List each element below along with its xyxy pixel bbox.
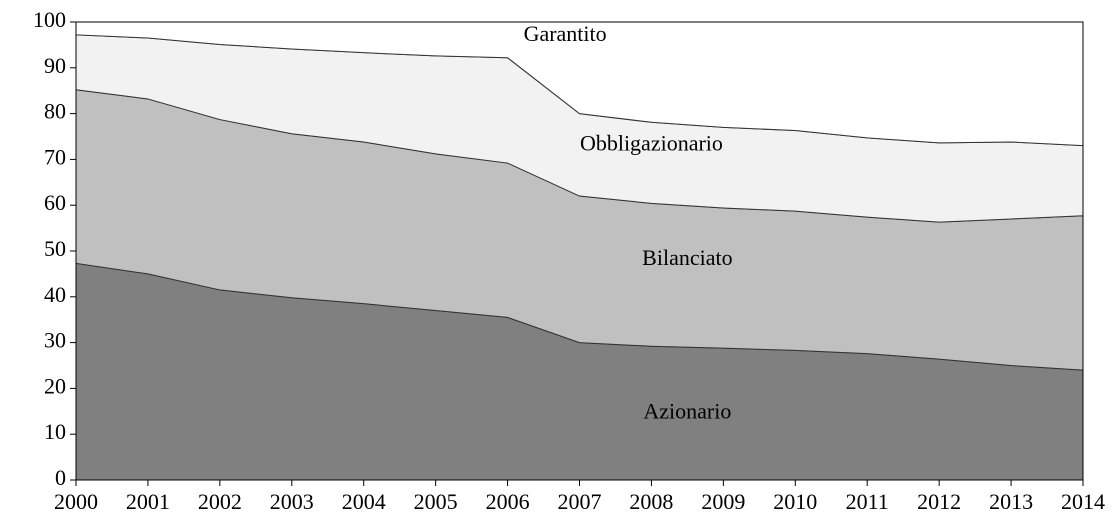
y-tick-label: 0 [55,465,66,490]
x-tick-label: 2009 [701,489,745,514]
x-tick-label: 2005 [414,489,458,514]
x-tick-label: 2014 [1061,489,1105,514]
y-tick-label: 50 [44,236,66,261]
y-tick-label: 60 [44,190,66,215]
y-tick-label: 20 [44,373,66,398]
x-tick-label: 2003 [270,489,314,514]
x-tick-label: 2013 [989,489,1033,514]
series-label: Garantito [524,21,607,46]
x-tick-label: 2008 [629,489,673,514]
x-tick-label: 2000 [54,489,98,514]
y-tick-label: 90 [44,53,66,78]
x-tick-label: 2002 [198,489,242,514]
x-tick-label: 2001 [126,489,170,514]
y-tick-label: 70 [44,144,66,169]
x-tick-label: 2004 [342,489,386,514]
x-tick-label: 2010 [773,489,817,514]
y-tick-label: 10 [44,419,66,444]
y-tick-label: 30 [44,328,66,353]
y-tick-label: 100 [33,7,66,32]
series-label: Azionario [643,399,731,424]
y-tick-label: 80 [44,99,66,124]
series-label: Bilanciato [642,245,732,270]
x-tick-label: 2007 [558,489,602,514]
series-label: Obbligazionario [580,131,723,156]
x-tick-label: 2012 [917,489,961,514]
x-tick-label: 2006 [486,489,530,514]
y-tick-label: 40 [44,282,66,307]
x-tick-label: 2011 [846,489,889,514]
